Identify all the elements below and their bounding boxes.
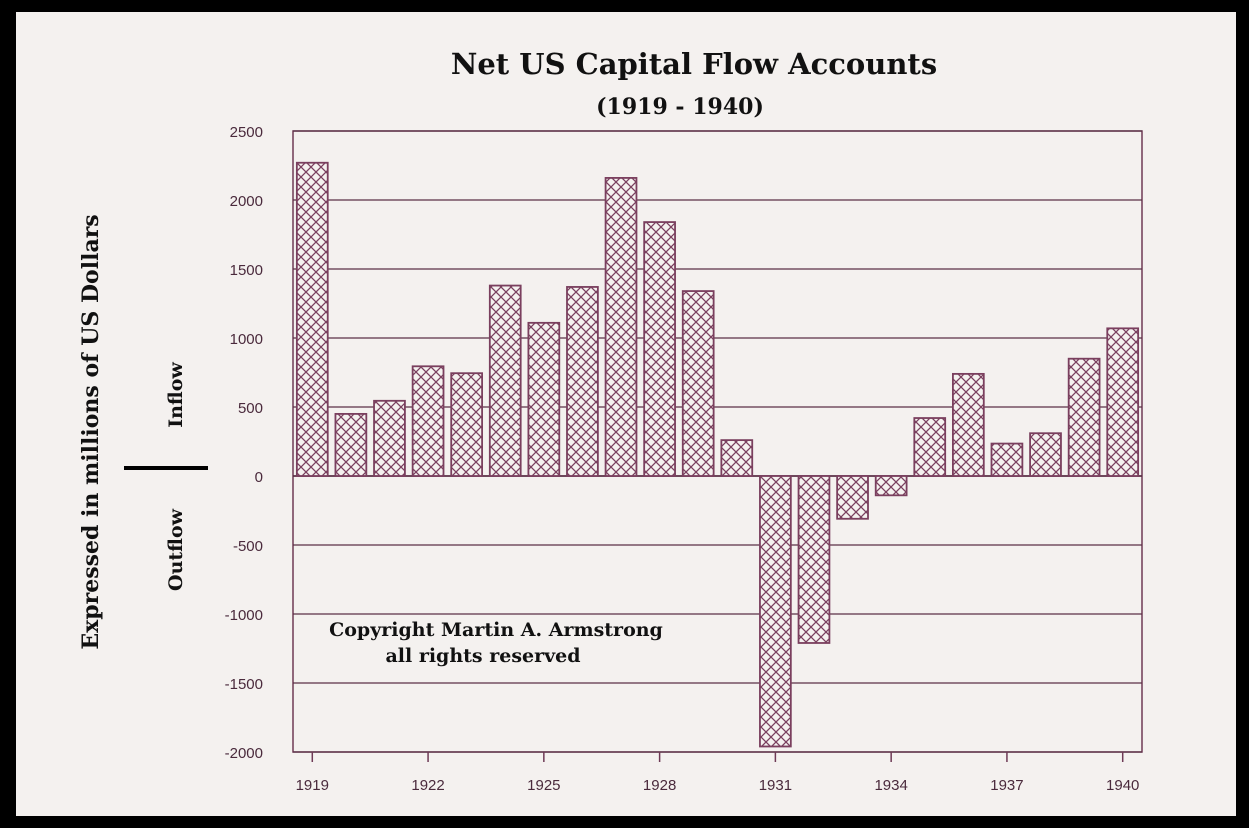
y-tick-label: 1500 bbox=[230, 262, 263, 279]
x-tick-label: 1922 bbox=[411, 777, 444, 794]
x-tick-label: 1934 bbox=[874, 777, 907, 794]
copyright-line-1: Copyright Martin A. Armstrong bbox=[329, 619, 663, 641]
bar-1936 bbox=[952, 372, 985, 477]
chart-frame: Net US Capital Flow Accounts (1919 - 194… bbox=[16, 12, 1236, 816]
copyright-line-2: all rights reserved bbox=[385, 645, 580, 667]
bar-1938 bbox=[1029, 432, 1062, 477]
bar-1939 bbox=[1067, 357, 1101, 477]
grid-layer bbox=[292, 130, 1143, 753]
bar-1929 bbox=[681, 290, 715, 477]
bar-1937 bbox=[990, 442, 1024, 477]
y-tick-label: 500 bbox=[238, 400, 263, 417]
bar-1921 bbox=[373, 399, 406, 477]
bar-1933 bbox=[836, 475, 869, 520]
x-tick-label: 1925 bbox=[527, 777, 560, 794]
x-tick-label: 1928 bbox=[643, 777, 676, 794]
y-tick-label: 2500 bbox=[230, 124, 263, 141]
outflow-label: Outflow bbox=[165, 508, 187, 591]
bar-1931 bbox=[759, 475, 792, 748]
bar-1930 bbox=[720, 439, 754, 477]
x-tick-label: 1940 bbox=[1106, 777, 1139, 794]
bar-1922 bbox=[411, 365, 445, 477]
y-tick-label: 1000 bbox=[230, 331, 263, 348]
bar-1934 bbox=[874, 475, 908, 497]
bar-1940 bbox=[1106, 327, 1140, 477]
x-tick-label: 1931 bbox=[759, 777, 792, 794]
y-tick-label: -500 bbox=[233, 538, 263, 555]
chart-subtitle: (1919 - 1940) bbox=[596, 94, 764, 120]
bar-1923 bbox=[450, 372, 483, 477]
bar-1935 bbox=[913, 417, 947, 477]
y-tick-label: 0 bbox=[255, 469, 263, 486]
bar-1925 bbox=[527, 321, 561, 477]
bar-1924 bbox=[488, 284, 522, 477]
bar-1919 bbox=[295, 161, 329, 477]
y-tick-label: -1500 bbox=[225, 676, 263, 693]
bar-1928 bbox=[643, 221, 676, 477]
bar-1927 bbox=[604, 177, 638, 477]
y-tick-label: 2000 bbox=[230, 193, 263, 210]
bar-1926 bbox=[566, 286, 599, 477]
chart-svg: Net US Capital Flow Accounts (1919 - 194… bbox=[78, 47, 1143, 794]
x-tick-label: 1937 bbox=[990, 777, 1023, 794]
inflow-label: Inflow bbox=[165, 362, 187, 428]
y-axis-label: Expressed in millions of US Dollars bbox=[78, 214, 104, 649]
bar-1920 bbox=[334, 412, 368, 477]
y-tick-label: -1000 bbox=[225, 607, 263, 624]
x-tick-label: 1919 bbox=[296, 777, 329, 794]
bars-layer bbox=[295, 161, 1140, 748]
axis-layer: 2500 2000 1500 1000 500 0 -500 -1000 -1500 -2000 1… bbox=[225, 124, 1140, 794]
chart-title: Net US Capital Flow Accounts bbox=[451, 47, 937, 81]
bar-1932 bbox=[797, 475, 831, 644]
y-tick-label: -2000 bbox=[225, 745, 263, 762]
